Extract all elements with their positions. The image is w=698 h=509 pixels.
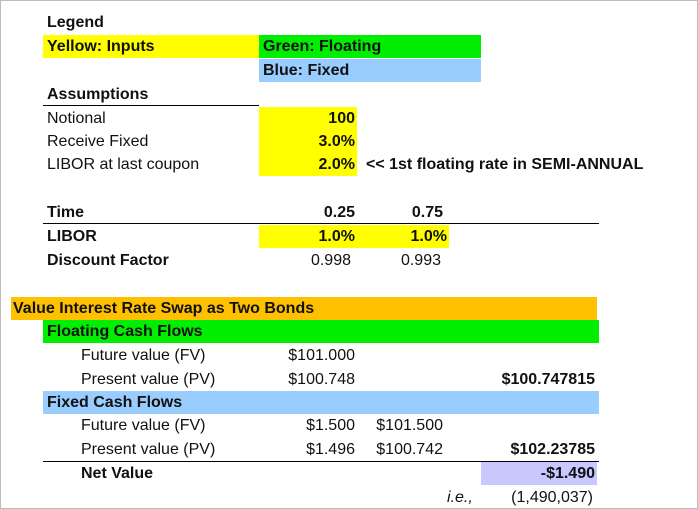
discount-factor-1: 0.998 (310, 252, 351, 269)
assumptions-title: Assumptions (47, 86, 149, 103)
fixed-fv-value-2: $101.500 (376, 417, 443, 434)
libor-input-1[interactable]: 1.0% (259, 225, 357, 248)
fixed-pv-value-2: $100.742 (376, 441, 443, 458)
time-value-2: 0.75 (411, 204, 443, 221)
ie-label: i.e., (447, 489, 473, 506)
floating-pv-total: $100.747815 (501, 371, 595, 388)
assumptions-underline (43, 105, 259, 106)
floating-pv-label: Present value (PV) (81, 371, 216, 388)
fixed-pv-total: $102.23785 (510, 441, 595, 458)
fixed-pv-label: Present value (PV) (81, 441, 216, 458)
libor-note: << 1st floating rate in SEMI-ANNUAL (366, 156, 644, 173)
fixed-cash-flows-title: Fixed Cash Flows (43, 391, 599, 414)
time-underline (43, 223, 599, 224)
floating-fv-value: $101.000 (288, 347, 355, 364)
floating-cash-flows-title: Floating Cash Flows (43, 320, 599, 343)
libor-label: LIBOR (47, 228, 97, 245)
net-value-label: Net Value (81, 465, 154, 482)
fixed-pv-value-1: $1.496 (306, 441, 355, 458)
time-value-1: 0.25 (323, 204, 355, 221)
ie-value: (1,490,037) (511, 489, 593, 506)
discount-factor-label: Discount Factor (47, 252, 169, 269)
notional-label: Notional (47, 110, 106, 127)
legend-title: Legend (47, 14, 104, 31)
libor-last-coupon-label: LIBOR at last coupon (47, 156, 200, 173)
notional-input[interactable]: 100 (259, 107, 357, 130)
libor-input-2[interactable]: 1.0% (357, 225, 449, 248)
swap-section-title: Value Interest Rate Swap as Two Bonds (11, 297, 597, 320)
discount-factor-2: 0.993 (400, 252, 441, 269)
floating-pv-value: $100.748 (288, 371, 355, 388)
fixed-fv-label: Future value (FV) (81, 417, 206, 434)
legend-yellow-inputs: Yellow: Inputs (43, 35, 263, 58)
floating-fv-label: Future value (FV) (81, 347, 206, 364)
legend-green-floating: Green: Floating (259, 35, 481, 58)
net-value: -$1.490 (481, 462, 597, 485)
net-value-topline (43, 461, 599, 462)
libor-last-coupon-input[interactable]: 2.0% (259, 153, 357, 176)
receive-fixed-label: Receive Fixed (47, 133, 149, 150)
time-label: Time (47, 204, 85, 221)
receive-fixed-input[interactable]: 3.0% (259, 130, 357, 153)
fixed-fv-value-1: $1.500 (306, 417, 355, 434)
legend-blue-fixed: Blue: Fixed (259, 59, 481, 82)
